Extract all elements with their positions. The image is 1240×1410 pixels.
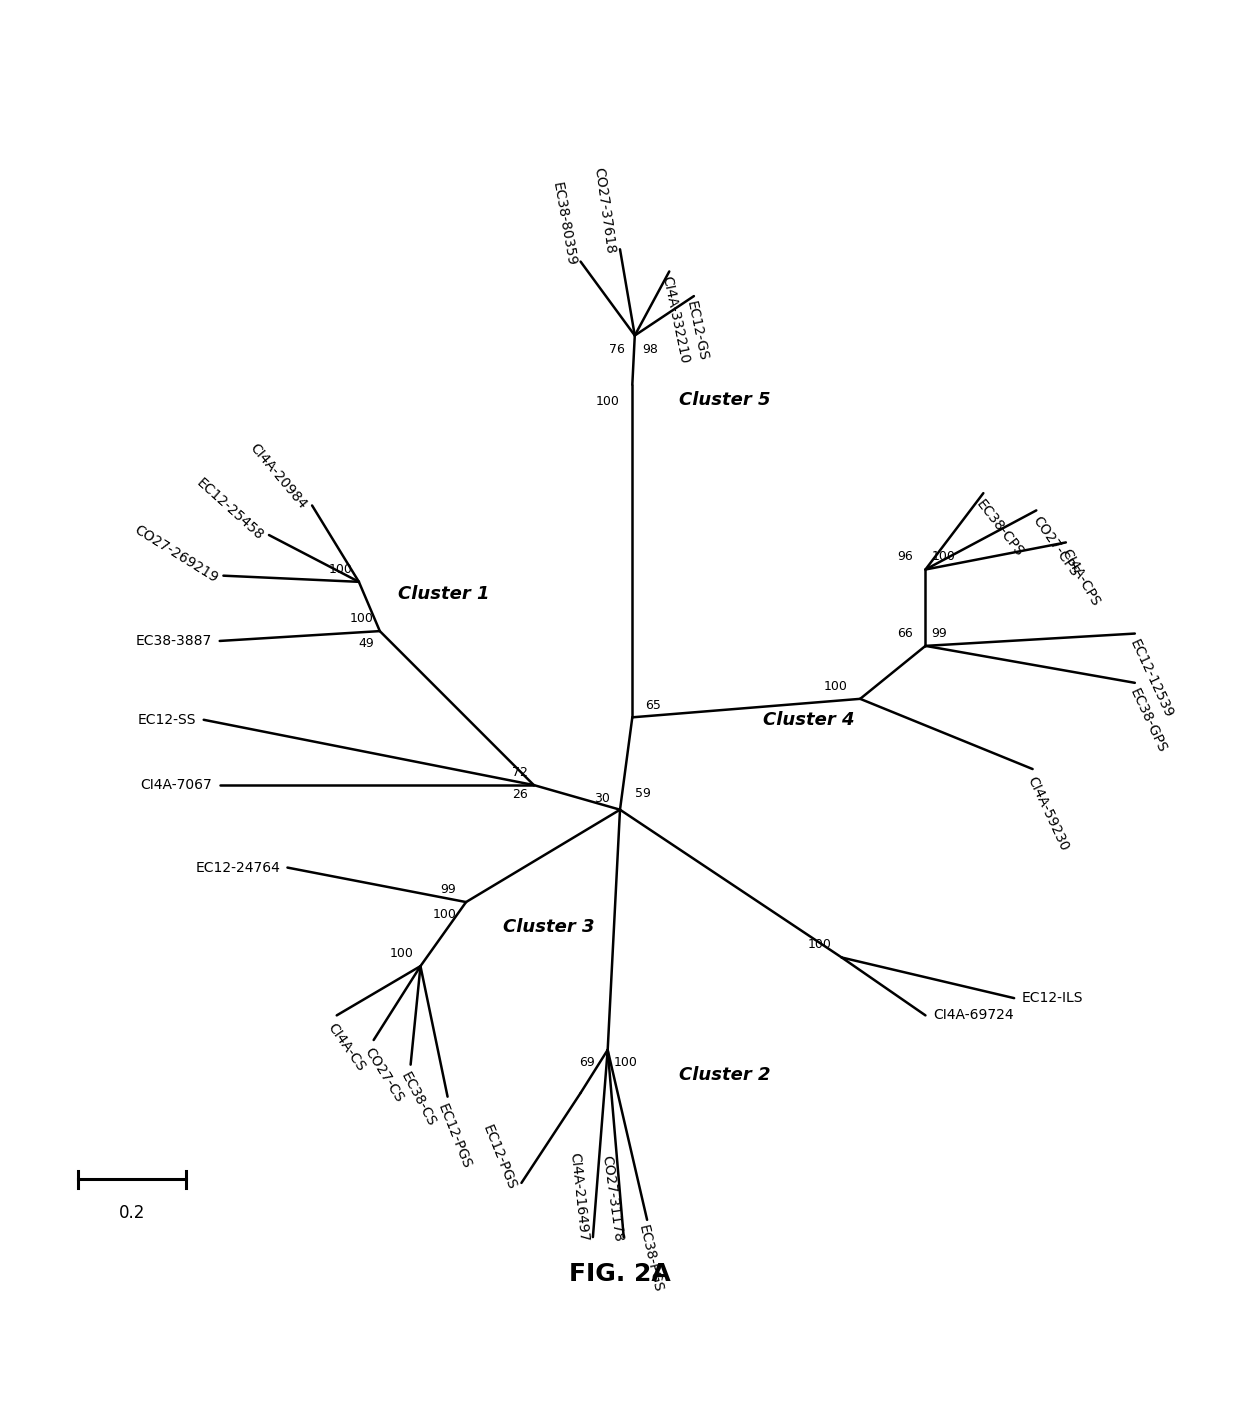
Text: EC38-CS: EC38-CS [398,1070,439,1128]
Text: Cluster 5: Cluster 5 [680,391,770,409]
Text: 65: 65 [645,699,661,712]
Text: EC12-ILS: EC12-ILS [1022,991,1083,1005]
Text: 100: 100 [931,550,956,564]
Text: CI4A-332210: CI4A-332210 [660,275,692,365]
Text: 96: 96 [898,550,913,564]
Text: 100: 100 [614,1056,637,1069]
Text: 69: 69 [579,1056,595,1069]
Text: EC38-80359: EC38-80359 [549,182,578,268]
Text: 100: 100 [808,938,832,952]
Text: EC38-GPS: EC38-GPS [1127,687,1169,756]
Text: EC12-PGS: EC12-PGS [434,1101,474,1170]
Text: CO27-CS: CO27-CS [362,1045,407,1104]
Text: CI4A-7067: CI4A-7067 [140,778,212,792]
Text: 49: 49 [358,637,373,650]
Text: CO27-37618: CO27-37618 [591,166,618,255]
Text: 100: 100 [433,908,456,921]
Text: Cluster 4: Cluster 4 [763,711,854,729]
Text: 76: 76 [609,343,625,355]
Text: EC38-3887: EC38-3887 [136,634,212,649]
Text: CI4A-20984: CI4A-20984 [247,441,310,512]
Text: 26: 26 [512,788,528,801]
Text: CI4A-59230: CI4A-59230 [1024,774,1071,853]
Text: EC12-PGS: EC12-PGS [480,1122,520,1191]
Text: EC12-12539: EC12-12539 [1127,637,1176,721]
Text: 98: 98 [642,343,658,355]
Text: Cluster 1: Cluster 1 [398,585,490,603]
Text: EC12-GS: EC12-GS [684,300,711,362]
Text: 100: 100 [825,680,848,692]
Text: EC38-CPS: EC38-CPS [973,496,1027,558]
Text: EC12-24764: EC12-24764 [195,860,280,874]
Text: CI4A-CS: CI4A-CS [325,1021,368,1073]
Text: 100: 100 [329,563,352,575]
Text: 72: 72 [512,766,528,778]
Text: EC38-PGS: EC38-PGS [636,1224,665,1294]
Text: Cluster 2: Cluster 2 [680,1066,770,1083]
Text: 100: 100 [350,612,373,625]
Text: 99: 99 [440,883,456,895]
Text: CO27-CPS: CO27-CPS [1029,515,1081,580]
Text: 66: 66 [898,626,913,640]
Text: Cluster 3: Cluster 3 [503,918,594,936]
Text: 100: 100 [389,948,413,960]
Text: EC12-SS: EC12-SS [138,713,196,726]
Text: 59: 59 [635,787,651,799]
Text: FIG. 2A: FIG. 2A [569,1262,671,1286]
Text: 99: 99 [931,626,947,640]
Text: CI4A-216497: CI4A-216497 [567,1152,590,1242]
Text: CI4A-69724: CI4A-69724 [932,1008,1013,1022]
Text: CI4A-CPS: CI4A-CPS [1059,546,1102,608]
Text: CO27-269219: CO27-269219 [133,522,221,585]
Text: 0.2: 0.2 [119,1204,145,1222]
Text: CO27-31178: CO27-31178 [599,1155,625,1242]
Text: 30: 30 [594,792,610,805]
Text: 100: 100 [596,395,620,407]
Text: EC12-25458: EC12-25458 [195,475,267,543]
